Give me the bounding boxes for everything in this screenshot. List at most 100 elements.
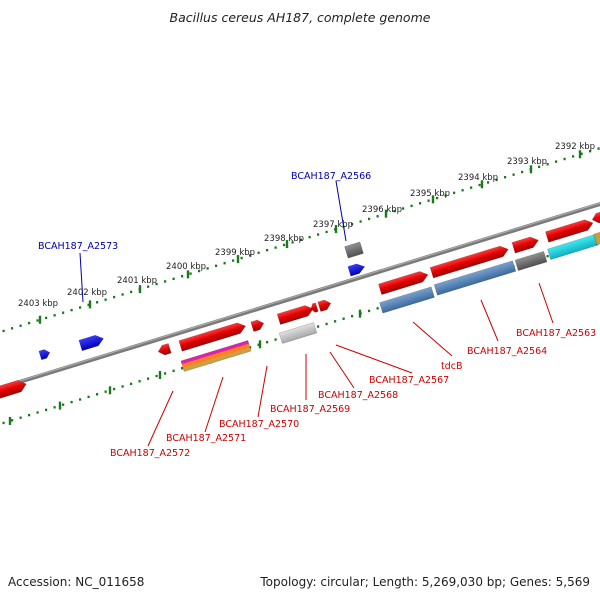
gene-arrow-blue: [347, 263, 366, 277]
scale-dot: [181, 367, 184, 370]
gene-labels: BCAH187_A2566 BCAH187_A2573 BCAH187_A2563 B…: [38, 171, 596, 459]
scale-dot: [274, 246, 277, 249]
scale-dot: [257, 251, 260, 254]
gene-arrow-red: [378, 271, 429, 295]
kbp-tick-label: 2396 kbp: [362, 205, 402, 215]
gene-block-steel: [379, 286, 435, 314]
scale-dot: [232, 259, 235, 262]
gene-label: BCAH187_A2566: [291, 171, 371, 182]
scale-dot: [164, 372, 167, 375]
gene-label: BCAH187_A2569: [270, 404, 350, 415]
scale-major-tick: [186, 270, 190, 279]
gene-arrow-red: [250, 319, 265, 332]
scale-dot: [580, 152, 583, 155]
scale-dot: [53, 406, 56, 409]
scale-dot: [70, 308, 73, 312]
gene-block-gray: [514, 250, 548, 272]
scale-dot: [325, 230, 328, 234]
scale-dot: [28, 321, 31, 325]
scale-dot: [104, 298, 107, 301]
scale-dot: [546, 163, 549, 166]
gene-arrow-red: [511, 236, 539, 254]
leader-line: [79, 252, 84, 303]
scale-dot: [512, 173, 515, 176]
scale-major-tick: [158, 370, 162, 379]
gene-features: [0, 211, 600, 401]
leader-line: [329, 351, 355, 389]
gene-block-light: [278, 322, 318, 344]
scale-major-tick: [358, 309, 362, 318]
gene-label: BCAH187_A2572: [110, 448, 190, 459]
scale-dot: [368, 309, 371, 313]
scale-major-tick: [384, 209, 388, 218]
scale-dot: [572, 155, 575, 158]
scale-major-tick: [236, 255, 240, 264]
gene-label: BCAH187_A2567: [369, 375, 449, 386]
scale-dot: [79, 306, 82, 309]
scale-dot: [453, 191, 456, 195]
scale-major-tick: [108, 386, 112, 395]
scale-major-tick: [529, 165, 533, 174]
scale-dot: [325, 322, 328, 326]
scale-dot: [164, 280, 167, 283]
scale-dot: [589, 149, 592, 153]
leader-line: [538, 282, 554, 324]
scale-dot: [487, 181, 490, 184]
scale-dot: [113, 295, 116, 299]
scale-dot: [155, 282, 158, 286]
scale-dot: [461, 189, 464, 192]
scale-major-tick: [480, 180, 484, 189]
scale-dot: [121, 293, 124, 296]
scale-major-tick: [8, 416, 12, 425]
scale-dot: [249, 346, 252, 349]
leader-line: [335, 180, 347, 242]
scale-dot: [257, 343, 260, 346]
scale-dot: [36, 411, 39, 414]
gene-arrow-blue: [38, 349, 51, 361]
leader-line: [204, 376, 224, 433]
scale-dot: [96, 301, 99, 304]
scale-dot: [28, 413, 31, 417]
scale-dot: [470, 186, 473, 189]
kbp-tick-label: 2393 kbp: [507, 157, 547, 167]
scale-dot: [36, 319, 39, 322]
scale-dot: [45, 316, 48, 320]
scale-dot: [189, 272, 192, 275]
scale-dot: [172, 277, 175, 281]
scale-dot: [121, 385, 124, 388]
gene-block-gray: [344, 241, 364, 259]
scale-major-tick: [431, 195, 435, 204]
kbp-tick-label: 2394 kbp: [458, 173, 498, 183]
scale-dot: [96, 393, 99, 396]
scale-dot: [70, 400, 73, 404]
scale-dot: [410, 204, 413, 208]
leader-line: [257, 365, 268, 418]
scale-dot: [393, 209, 396, 213]
scale-dot: [266, 248, 269, 252]
gene-block-cyan: [547, 234, 599, 260]
scale-dot: [504, 176, 507, 179]
scale-dot: [53, 314, 56, 317]
label-leader-lines: [79, 180, 554, 447]
leader-line: [335, 344, 413, 374]
scale-dot: [198, 269, 201, 273]
scale-dot: [181, 275, 184, 278]
gene-arrow-red: [276, 305, 314, 325]
leader-line: [147, 390, 174, 447]
scale-dot: [368, 217, 371, 221]
map-title: Bacillus cereus AH187, complete genome: [169, 10, 431, 25]
scale-dot: [402, 207, 405, 210]
scale-dot: [546, 255, 549, 258]
gene-arrow-red: [545, 219, 594, 243]
gene-arrow-red: [178, 322, 246, 352]
scale-major-tick: [258, 340, 262, 349]
scale-dot: [597, 147, 600, 150]
gene-arrow-red: [591, 211, 600, 224]
scale-dot: [155, 374, 158, 378]
kbp-tick-label: 2398 kbp: [264, 234, 304, 244]
scale-dot: [130, 382, 133, 386]
genome-backbone: [0, 201, 600, 391]
scale-dot: [11, 419, 14, 422]
